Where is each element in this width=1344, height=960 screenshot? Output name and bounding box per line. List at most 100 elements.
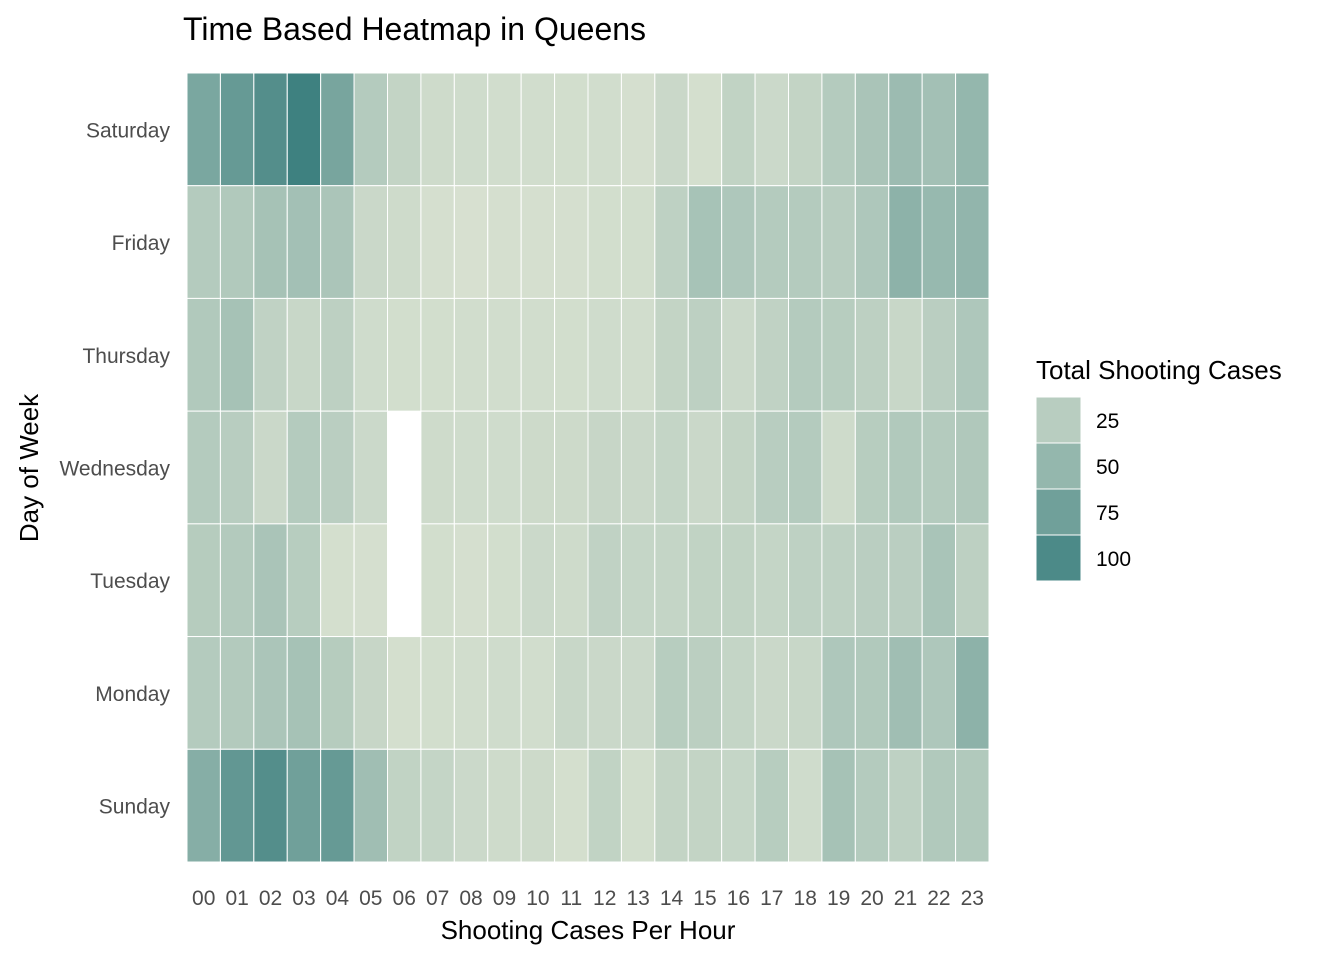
heatmap-cell-saturday-13 <box>620 72 656 187</box>
heatmap-cell-tuesday-13 <box>620 523 656 638</box>
heatmap-cell-wednesday-01 <box>219 410 255 525</box>
heatmap-cell-wednesday-09 <box>487 410 522 525</box>
legend-key-swatch <box>1035 396 1082 444</box>
x-tick-label: 06 <box>393 887 416 910</box>
heatmap-cell-wednesday-05 <box>353 410 389 525</box>
heatmap-cell-wednesday-08 <box>453 410 489 525</box>
heatmap-cell-sunday-18 <box>788 748 823 863</box>
heatmap-cell-tuesday-05 <box>353 523 389 638</box>
heatmap-cell-saturday-19 <box>821 72 856 187</box>
heatmap-cell-monday-16 <box>721 636 756 750</box>
x-tick-label: 12 <box>593 887 616 910</box>
heatmap-cell-monday-19 <box>821 636 856 750</box>
heatmap-cell-saturday-06 <box>387 72 422 187</box>
heatmap-cell-sunday-08 <box>453 748 489 863</box>
heatmap-cell-wednesday-13 <box>620 410 656 525</box>
heatmap-cell-friday-13 <box>620 185 656 299</box>
x-axis-title: Shooting Cases Per Hour <box>441 915 736 945</box>
legend-key-label: 100 <box>1096 548 1131 571</box>
heatmap-cell-wednesday-10 <box>520 410 556 525</box>
heatmap-cell-monday-18 <box>788 636 823 750</box>
heatmap-cell-sunday-21 <box>888 748 923 863</box>
heatmap-cell-friday-20 <box>854 185 890 299</box>
heatmap-cell-sunday-19 <box>821 748 856 863</box>
heatmap-cell-friday-00 <box>186 185 221 299</box>
heatmap-cell-wednesday-03 <box>286 410 322 525</box>
x-tick-label: 23 <box>961 887 984 910</box>
heatmap-cell-saturday-14 <box>654 72 689 187</box>
x-tick-label: 10 <box>526 887 549 910</box>
heatmap-cell-thursday-13 <box>620 297 656 412</box>
heatmap-cell-monday-14 <box>654 636 689 750</box>
heatmap-cell-friday-08 <box>453 185 489 299</box>
heatmap-cell-saturday-05 <box>353 72 389 187</box>
heatmap-cell-sunday-10 <box>520 748 556 863</box>
heatmap-cell-tuesday-08 <box>453 523 489 638</box>
heatmap-cell-sunday-15 <box>687 748 723 863</box>
heatmap-cell-sunday-03 <box>286 748 322 863</box>
legend: Total Shooting Cases 25 50 75 100 <box>1035 355 1282 582</box>
heatmap-cell-sunday-11 <box>554 748 589 863</box>
heatmap-cell-wednesday-16 <box>721 410 756 525</box>
heatmap-cell-tuesday-16 <box>721 523 756 638</box>
heatmap-cell-sunday-04 <box>320 748 355 863</box>
heatmap-cell-saturday-22 <box>921 72 957 187</box>
heatmap-cell-thursday-10 <box>520 297 556 412</box>
heatmap-cell-wednesday-19 <box>821 410 856 525</box>
heatmap-cell-saturday-00 <box>186 72 221 187</box>
heatmap-cell-thursday-11 <box>554 297 589 412</box>
y-axis-title: Day of Week <box>14 393 44 542</box>
heatmap-cell-sunday-09 <box>487 748 522 863</box>
heatmap-cell-saturday-08 <box>453 72 489 187</box>
heatmap-cell-friday-02 <box>253 185 288 299</box>
heatmap-cell-thursday-22 <box>921 297 957 412</box>
heatmap-cell-tuesday-01 <box>219 523 255 638</box>
heatmap-cell-tuesday-12 <box>587 523 622 638</box>
x-axis-tick-labels: 00 01 02 03 04 05 06 07 08 09 10 11 12 13 14 15 16 17 18 19… <box>192 887 984 910</box>
heatmap-cell-monday-00 <box>186 636 221 750</box>
x-tick-label: 13 <box>626 887 649 910</box>
x-tick-label: 00 <box>192 887 215 910</box>
heatmap-cell-friday-10 <box>520 185 556 299</box>
heatmap-cell-wednesday-00 <box>186 410 221 525</box>
heatmap-cell-thursday-02 <box>253 297 288 412</box>
heatmap-cell-monday-23 <box>955 636 990 750</box>
heatmap-cell-friday-16 <box>721 185 756 299</box>
heatmap-cell-wednesday-18 <box>788 410 823 525</box>
heatmap-cell-wednesday-23 <box>955 410 990 525</box>
heatmap-cell-friday-05 <box>353 185 389 299</box>
x-tick-label: 16 <box>727 887 750 910</box>
heatmap-cell-friday-11 <box>554 185 589 299</box>
heatmap-cell-wednesday-02 <box>253 410 288 525</box>
heatmap-cell-tuesday-10 <box>520 523 556 638</box>
heatmap-cell-monday-21 <box>888 636 923 750</box>
x-tick-label: 08 <box>459 887 482 910</box>
heatmap-cell-sunday-05 <box>353 748 389 863</box>
x-tick-label: 21 <box>894 887 917 910</box>
heatmap-cell-thursday-07 <box>420 297 455 412</box>
heatmap-cell-saturday-23 <box>955 72 990 187</box>
heatmap-cell-saturday-17 <box>754 72 789 187</box>
heatmap-cell-sunday-16 <box>721 748 756 863</box>
x-tick-label: 04 <box>326 887 350 910</box>
heatmap-cell-sunday-02 <box>253 748 288 863</box>
heatmap-cell-saturday-10 <box>520 72 556 187</box>
heatmap-cell-monday-01 <box>219 636 255 750</box>
y-tick-label: Thursday <box>82 345 170 368</box>
heatmap-cell-thursday-04 <box>320 297 355 412</box>
heatmap-cell-tuesday-02 <box>253 523 288 638</box>
legend-key-swatch <box>1035 534 1082 582</box>
heatmap-cell-wednesday-14 <box>654 410 689 525</box>
heatmap-cell-tuesday-19 <box>821 523 856 638</box>
heatmap-cell-thursday-21 <box>888 297 923 412</box>
x-tick-label: 15 <box>693 887 716 910</box>
heatmap-cell-thursday-09 <box>487 297 522 412</box>
heatmap-cell-wednesday-15 <box>687 410 723 525</box>
heatmap-cell-saturday-16 <box>721 72 756 187</box>
heatmap-cell-friday-17 <box>754 185 789 299</box>
x-tick-label: 22 <box>927 887 950 910</box>
heatmap-cell-thursday-08 <box>453 297 489 412</box>
heatmap-cell-thursday-18 <box>788 297 823 412</box>
heatmap-cell-monday-08 <box>453 636 489 750</box>
